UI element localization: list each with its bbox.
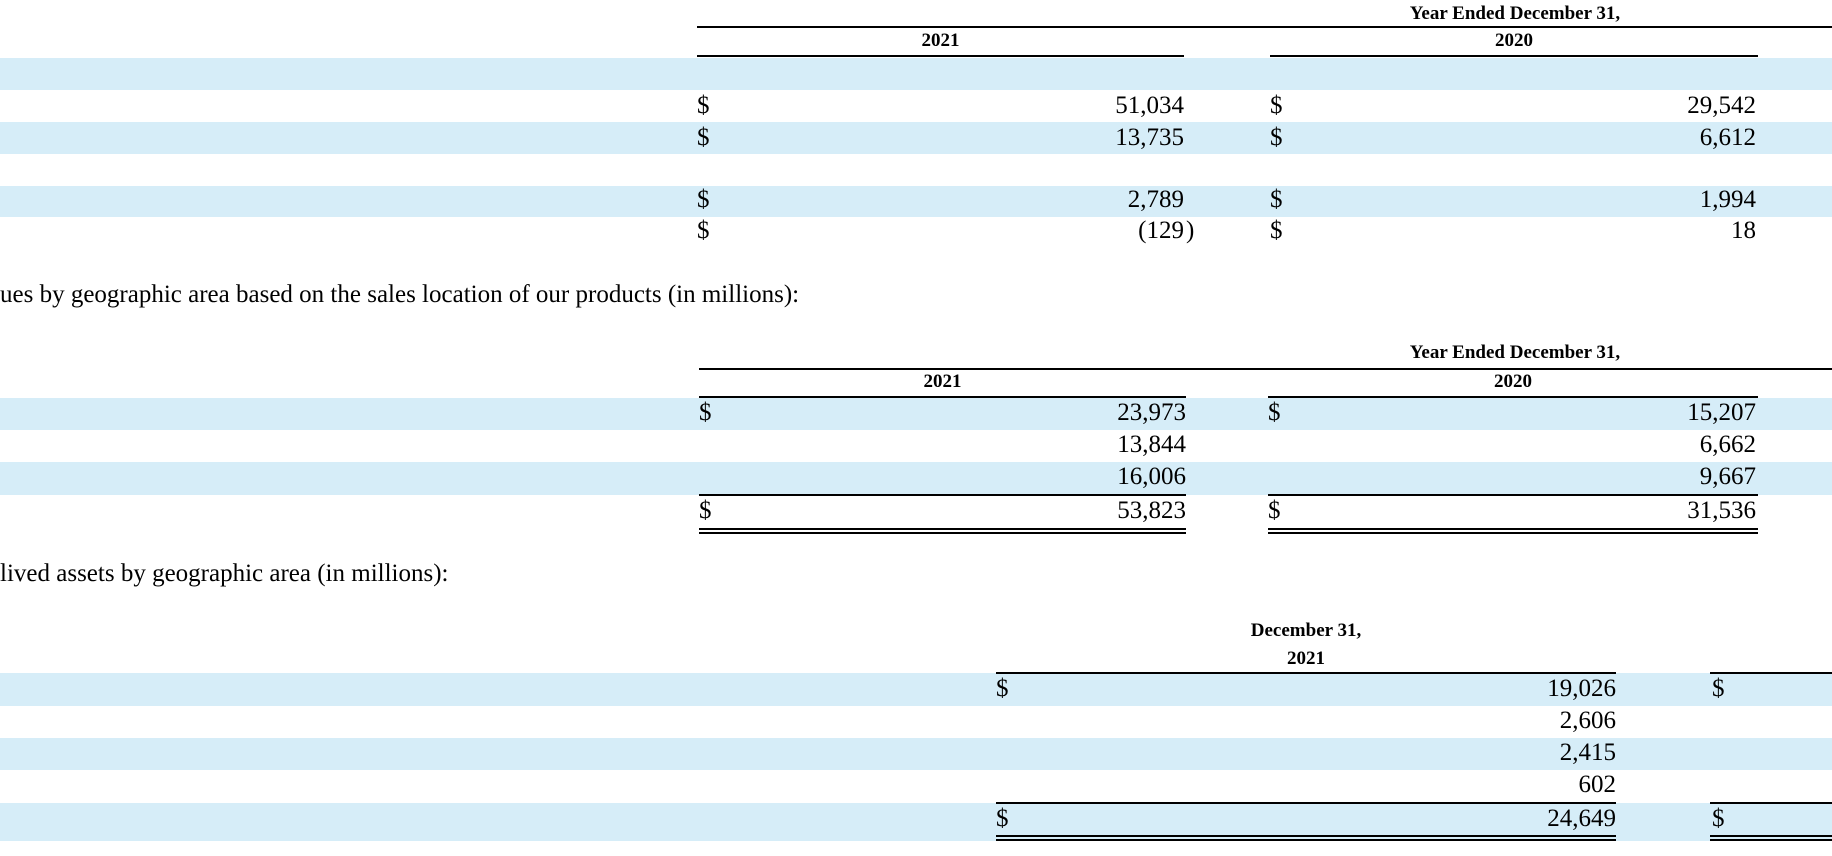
row-band (0, 186, 1832, 217)
value-2021: (129 (1138, 217, 1184, 244)
currency-symbol: $ (697, 124, 710, 151)
column-group-header: Year Ended December 31, (1409, 342, 1621, 363)
column-rule-2020 (1268, 396, 1758, 398)
currency-symbol: $ (1270, 186, 1283, 213)
subtotal-rule-2021 (699, 494, 1186, 496)
column-rule-2020 (1270, 55, 1758, 57)
next-column-rule (1710, 672, 1832, 674)
next-subtotal-rule (1710, 802, 1832, 804)
value-2020: 1,994 (1699, 186, 1756, 213)
column-rule (996, 672, 1616, 674)
value-2020: 29,542 (1687, 92, 1756, 119)
value-2021: 51,034 (1115, 92, 1184, 119)
currency-symbol: $ (697, 186, 710, 213)
currency-symbol: $ (697, 217, 710, 244)
column-rule-2021 (697, 55, 1184, 57)
currency-symbol: $ (1270, 124, 1283, 151)
subtotal-rule (996, 802, 1616, 804)
column-header-2020: 2020 (1495, 30, 1533, 51)
total-2020: 31,536 (1687, 497, 1756, 524)
value-2021: 13,844 (1117, 431, 1186, 458)
value-2021: 23,973 (1117, 399, 1186, 426)
header-rule (697, 26, 1832, 28)
header-rule (699, 368, 1832, 370)
value-2021: 13,735 (1115, 124, 1184, 151)
currency-symbol: $ (699, 399, 712, 426)
value-2021: 19,026 (1547, 675, 1616, 702)
total-2021: 24,649 (1547, 805, 1616, 832)
row-band (0, 398, 1832, 430)
row-band (0, 58, 1832, 90)
currency-symbol: $ (1712, 675, 1725, 702)
value-2020: 18 (1731, 217, 1756, 244)
currency-symbol: $ (1712, 805, 1725, 832)
currency-symbol: $ (699, 497, 712, 524)
next-total-double-rule (1710, 835, 1832, 841)
long-lived-intro: lived assets by geographic area (in mill… (0, 560, 449, 587)
value-2020: 9,667 (1699, 463, 1756, 490)
currency-symbol: $ (1270, 92, 1283, 119)
row-band (0, 738, 1832, 770)
column-header-2021: 2021 (921, 30, 960, 51)
value-2021: 2,789 (1127, 186, 1184, 213)
column-rule-2021 (699, 396, 1186, 398)
column-group-header: Year Ended December 31, (1409, 3, 1621, 24)
geo-revenue-intro: ues by geographic area based on the sale… (0, 281, 800, 308)
total-2021: 53,823 (1117, 497, 1186, 524)
value-2020: 6,612 (1699, 124, 1756, 151)
currency-symbol: $ (996, 805, 1009, 832)
currency-symbol: $ (996, 675, 1009, 702)
row-band (0, 673, 1832, 706)
total-double-rule-2020 (1268, 528, 1758, 534)
row-band (0, 122, 1832, 154)
currency-symbol: $ (1270, 217, 1283, 244)
value-2021: 602 (1578, 771, 1617, 798)
value-2021: 2,415 (1559, 739, 1616, 766)
column-header-line2: 2021 (1287, 648, 1325, 669)
value-2021: 16,006 (1117, 463, 1186, 490)
currency-symbol: $ (697, 92, 710, 119)
column-header-2021: 2021 (923, 371, 962, 392)
total-double-rule-2021 (699, 528, 1186, 534)
currency-symbol: $ (1268, 399, 1281, 426)
negative-close-paren: ) (1186, 217, 1195, 244)
subtotal-rule-2020 (1268, 494, 1758, 496)
column-header-line1: December 31, (1250, 620, 1362, 641)
column-header-2020: 2020 (1494, 371, 1532, 392)
row-band (0, 803, 1832, 841)
row-band (0, 462, 1832, 495)
value-2020: 15,207 (1687, 399, 1756, 426)
total-double-rule (996, 835, 1616, 841)
value-2021: 2,606 (1559, 707, 1616, 734)
value-2020: 6,662 (1699, 431, 1756, 458)
currency-symbol: $ (1268, 497, 1281, 524)
